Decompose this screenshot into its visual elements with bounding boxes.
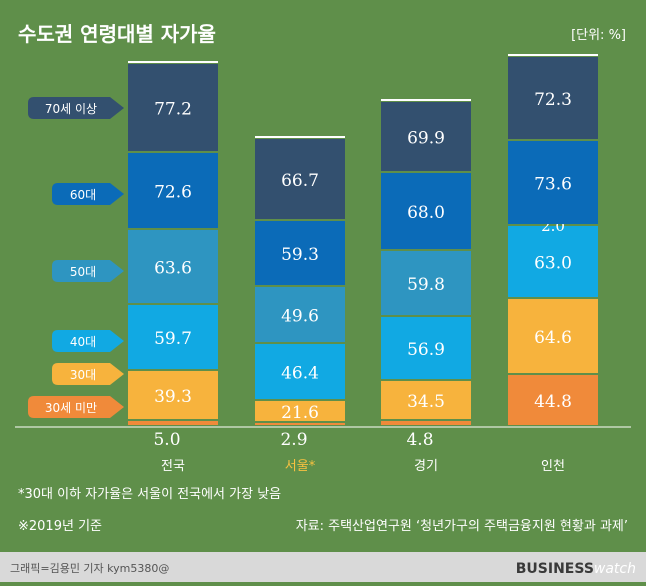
bar-value-label: 72.6 xyxy=(154,183,192,203)
graphic-credit: 그래픽=김용민 기자 kym5380@ xyxy=(10,562,169,575)
category-label: 경기 xyxy=(414,459,438,474)
brand-logo: BUSINESSwatch xyxy=(516,561,636,577)
bar-value-label: 34.5 xyxy=(407,392,445,412)
legend-item: 70세 이상 xyxy=(28,97,124,119)
under30-value-label: 4.8 xyxy=(406,430,433,450)
legend-label: 30세 미만 xyxy=(45,401,97,415)
bar-top-edge xyxy=(255,136,345,138)
legend-item: 40대 xyxy=(52,330,124,352)
bars-group: 39.3 59.7 63.6 72.6 77.2 21.6 46.4 49.6 59.3 66.7… xyxy=(128,54,598,425)
bar-segment xyxy=(128,64,218,151)
bar-value-label: 72.3 xyxy=(534,90,572,110)
legend-item: 50대 xyxy=(52,260,124,282)
legend-tag xyxy=(52,183,124,205)
legend-item: 30대 xyxy=(52,363,124,385)
bar-segment xyxy=(255,401,345,421)
bar-top-edge xyxy=(128,61,218,63)
bar-segment xyxy=(381,421,471,425)
bar-value-label: 77.2 xyxy=(154,100,192,120)
brand-business: BUSINESS xyxy=(516,561,594,577)
legend-label: 40대 xyxy=(70,335,96,349)
bar-top-edge xyxy=(381,99,471,101)
bar-segment xyxy=(255,287,345,342)
legend-tag xyxy=(52,260,124,282)
bar-segment xyxy=(508,57,598,139)
bar-value-label: 68.0 xyxy=(407,203,445,223)
bar-segment xyxy=(508,299,598,373)
bar-segment xyxy=(128,305,218,369)
legend-label: 30대 xyxy=(70,368,96,382)
bar-segment xyxy=(381,317,471,379)
bar-value-label: 69.9 xyxy=(407,129,445,149)
bar-value-label: 63.6 xyxy=(154,259,192,279)
bar-segment xyxy=(381,251,471,315)
brand-watch: watch xyxy=(594,561,636,577)
bar-value-label: 73.6 xyxy=(534,175,572,195)
legend: 70세 이상 60대 50대 40대 30대 30세 미만 xyxy=(28,97,124,418)
legend-label: 70세 이상 xyxy=(45,102,97,116)
bar-value-label: 59.8 xyxy=(407,275,445,295)
bar-segment xyxy=(255,344,345,399)
source-note: 자료: 주택산업연구원 ‘청년가구의 주택금융지원 현황과 과제’ xyxy=(296,519,628,534)
category-label: 서울* xyxy=(285,459,316,474)
bar-value-label: 39.3 xyxy=(154,387,192,407)
category-label: 인천 xyxy=(541,459,565,474)
legend-tag xyxy=(28,97,124,119)
bar-value-label: 44.8 xyxy=(534,392,572,412)
bar-segment xyxy=(128,153,218,228)
footer-band xyxy=(0,552,646,582)
bar-segment xyxy=(128,230,218,303)
bar-top-edge xyxy=(508,54,598,56)
bar-value-label: 56.9 xyxy=(407,340,445,360)
bar-segment xyxy=(255,423,345,425)
bar-segment xyxy=(508,375,598,425)
bar-segment xyxy=(381,381,471,419)
bar-value-label: 49.6 xyxy=(281,307,319,327)
legend-item: 30세 미만 xyxy=(28,396,124,418)
bar-value-label: 21.6 xyxy=(281,403,319,423)
legend-label: 60대 xyxy=(70,188,96,202)
legend-label: 50대 xyxy=(70,265,96,279)
legend-tag xyxy=(28,396,124,418)
bar-segment xyxy=(381,102,471,171)
under30-value-label: 2.9 xyxy=(280,430,307,450)
bar-segment xyxy=(128,421,218,425)
bar-value-label: 63.0 xyxy=(534,254,572,274)
category-label: 전국 xyxy=(161,459,185,474)
bar-segment xyxy=(381,173,471,249)
bar-segment xyxy=(255,221,345,285)
bar-segment xyxy=(255,139,345,219)
under30-value-label: 5.0 xyxy=(153,430,180,450)
bar-segment xyxy=(508,226,598,297)
bar-segment xyxy=(128,371,218,419)
footnote-seoul: *30대 이하 자가율은 서울이 전국에서 가장 낮음 xyxy=(18,487,281,502)
chart-title: 수도권 연령대별 자가율 xyxy=(18,22,216,46)
x-axis-labels: 5.0 전국 2.9 서울* 4.8 경기 인천 xyxy=(153,430,564,474)
bar-segment xyxy=(508,141,598,224)
legend-item: 60대 xyxy=(52,183,124,205)
bar-value-label: 64.6 xyxy=(534,328,572,348)
legend-tag xyxy=(52,330,124,352)
legend-tag xyxy=(52,363,124,385)
bar-value-label: 59.3 xyxy=(281,245,319,265)
unit-label: [단위: %] xyxy=(571,28,626,43)
bar-value-label: 66.7 xyxy=(281,171,319,191)
footnote-year: ※2019년 기준 xyxy=(18,519,102,534)
bar-value-label: 46.4 xyxy=(281,364,319,384)
bar-value-label: 59.7 xyxy=(154,329,192,349)
